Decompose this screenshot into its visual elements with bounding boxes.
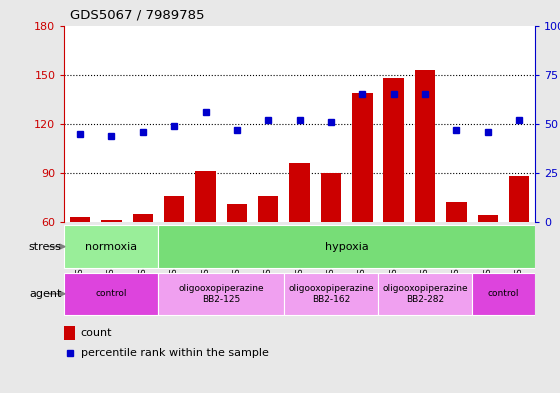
Text: normoxia: normoxia	[85, 242, 138, 252]
Bar	[352, 93, 372, 222]
Text: agent: agent	[29, 289, 62, 299]
Bar	[164, 196, 184, 222]
Bar	[290, 163, 310, 222]
Text: hypoxia: hypoxia	[325, 242, 368, 252]
FancyBboxPatch shape	[472, 272, 535, 315]
Bar	[133, 214, 153, 222]
Text: GDS5067 / 7989785: GDS5067 / 7989785	[70, 9, 204, 22]
Bar	[195, 171, 216, 222]
FancyBboxPatch shape	[284, 272, 378, 315]
Bar	[64, 326, 74, 340]
FancyBboxPatch shape	[64, 225, 158, 268]
Bar	[384, 78, 404, 222]
Bar	[258, 196, 278, 222]
FancyBboxPatch shape	[64, 272, 158, 315]
Text: percentile rank within the sample: percentile rank within the sample	[81, 348, 269, 358]
FancyBboxPatch shape	[158, 272, 284, 315]
Bar	[478, 215, 498, 222]
Bar	[70, 217, 90, 222]
Bar	[415, 70, 435, 222]
Bar	[509, 176, 529, 222]
Text: stress: stress	[29, 242, 62, 252]
Text: oligooxopiperazine
BB2-125: oligooxopiperazine BB2-125	[179, 284, 264, 304]
Text: oligooxopiperazine
BB2-282: oligooxopiperazine BB2-282	[382, 284, 468, 304]
Bar	[446, 202, 466, 222]
Text: count: count	[81, 328, 113, 338]
FancyBboxPatch shape	[158, 225, 535, 268]
Bar	[227, 204, 247, 222]
Text: control: control	[488, 289, 519, 298]
FancyBboxPatch shape	[378, 272, 472, 315]
Text: oligooxopiperazine
BB2-162: oligooxopiperazine BB2-162	[288, 284, 374, 304]
Bar	[321, 173, 341, 222]
Bar	[101, 220, 122, 222]
Text: control: control	[96, 289, 127, 298]
